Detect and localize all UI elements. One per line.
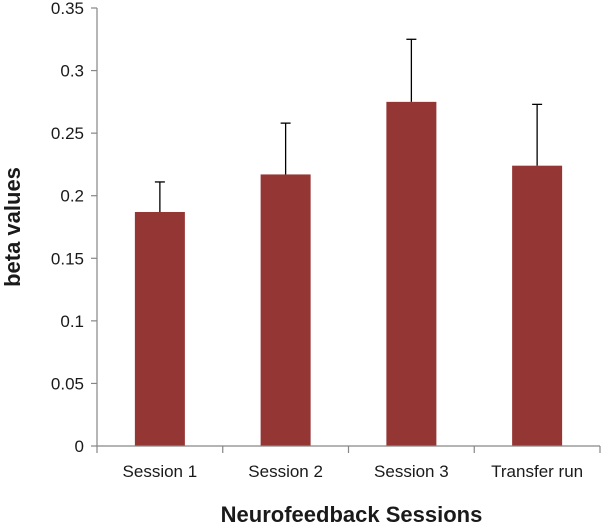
bar-3 [386,101,437,446]
bar-2 [260,174,311,446]
x-axis-tick-labels: Session 1 Session 2 Session 3 Transfer run [123,462,584,481]
x-tick-label: Session 1 [123,462,198,481]
bar-1 [134,211,185,446]
y-tick-label: 0.3 [60,62,84,81]
y-tick-label: 0.35 [51,0,84,18]
x-tick-label: Transfer run [491,462,583,481]
y-tick-label: 0.15 [51,249,84,268]
y-tick-label: 0.05 [51,374,84,393]
x-tick-label: Session 2 [248,462,323,481]
bar-4 [512,165,563,446]
bars-group [134,101,563,446]
y-axis-title: beta values [0,167,25,287]
error-bars-group [154,38,543,212]
x-tick-label: Session 3 [374,462,449,481]
x-axis-title: Neurofeedback Sessions [221,502,483,527]
y-tick-label: 0.25 [51,124,84,143]
y-tick-label: 0 [75,437,84,456]
y-axis-ticks: 0 0.05 0.1 0.15 0.2 0.25 0.3 0.35 [51,0,97,456]
y-tick-label: 0.2 [60,187,84,206]
x-axis-ticks [96,446,601,453]
y-tick-label: 0.1 [60,312,84,331]
